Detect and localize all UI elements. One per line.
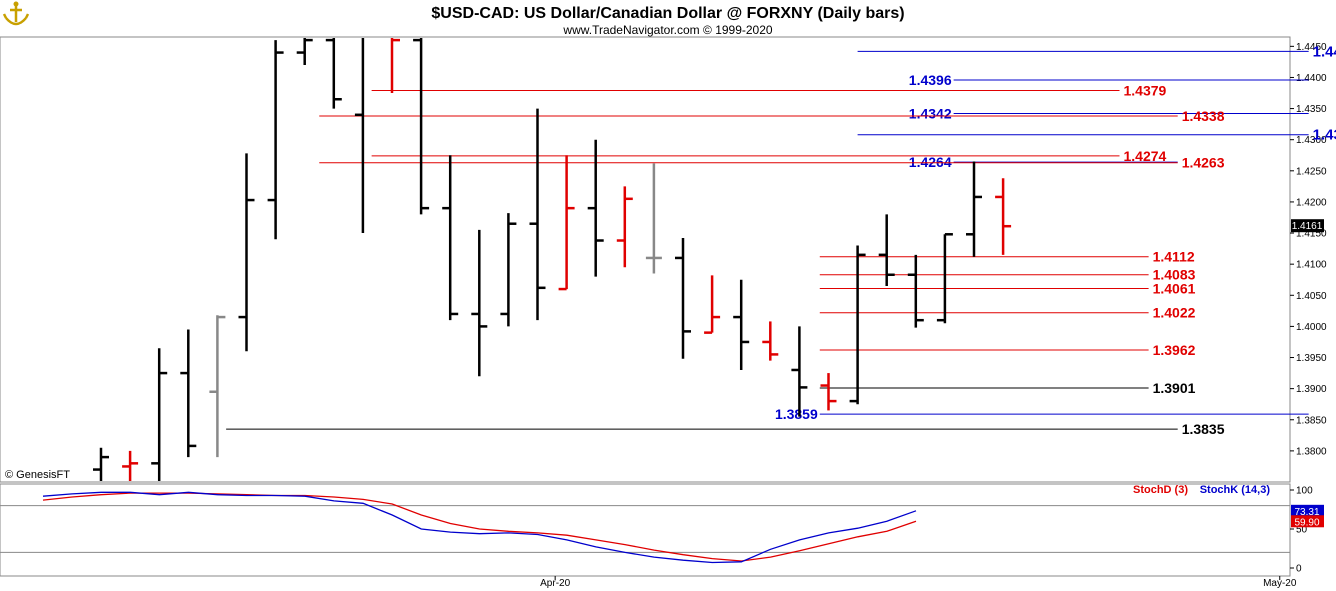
stoch-tick-label: 50: [1296, 525, 1308, 536]
price-tick-label: 1.4300: [1296, 135, 1327, 146]
level-label: 1.4338: [1182, 108, 1225, 124]
level-label: 1.4396: [909, 72, 952, 88]
anchor-ring: [13, 1, 19, 7]
stoch-panel-frame: [0, 483, 1291, 577]
price-tick-label: 1.4100: [1296, 260, 1327, 271]
last-price-box: 1.4161: [1291, 219, 1324, 233]
x-tick-label: Apr-20: [540, 578, 570, 589]
credit-label: © GenesisFT: [5, 469, 70, 481]
level-label: 1.3835: [1182, 421, 1225, 437]
bars-layer: [93, 38, 1012, 481]
level-label: 1.4274: [1124, 148, 1167, 164]
level-label: 1.4061: [1153, 280, 1196, 296]
chart-subtitle: www.TradeNavigator.com © 1999-2020: [562, 23, 772, 37]
levels-layer: 1.4442 1.4396 1.4379 1.4342 1.4338 1.4308 1.42…: [226, 43, 1336, 437]
level-label: 1.3859: [775, 406, 818, 422]
level-label: 1.4308: [1313, 127, 1336, 144]
price-tick-label: 1.4200: [1296, 197, 1327, 208]
price-tick-label: 1.3800: [1296, 446, 1327, 457]
last-price-bg: [1291, 219, 1324, 233]
stoch-tick-label: 0: [1296, 564, 1302, 575]
anchor-logo-icon: [2, 4, 30, 26]
level-label: 1.4442: [1313, 43, 1336, 60]
stochk-legend-label: StochK (14,3): [1200, 484, 1271, 496]
stochd-value-label: 59.90: [1294, 517, 1319, 528]
x-axis: Apr-20 May-20: [540, 576, 1297, 589]
level-label: 1.4379: [1124, 83, 1167, 99]
level-label: 1.4022: [1153, 305, 1196, 321]
price-panel: [0, 36, 1291, 483]
price-tick-label: 1.4000: [1296, 322, 1327, 333]
level-label: 1.4263: [1182, 155, 1225, 171]
price-tick-label: 1.4150: [1296, 229, 1327, 240]
level-label: 1.3901: [1153, 380, 1196, 396]
chart-title: $USD-CAD: US Dollar/Canadian Dollar @ FO…: [431, 5, 904, 22]
stochk-value-bg: [1291, 504, 1324, 517]
stoch-tick-label: 100: [1296, 486, 1313, 497]
price-tick-label: 1.3950: [1296, 353, 1327, 364]
price-tick-label: 1.4400: [1296, 73, 1327, 84]
price-tick-label: 1.4350: [1296, 104, 1327, 115]
stoch-axis: 100 50 0: [0, 486, 1313, 575]
stochk-line: [42, 491, 917, 564]
app-logo: [2, 1, 30, 26]
stochd-legend-label: StochD (3): [1133, 484, 1188, 496]
price-tick-label: 1.3900: [1296, 384, 1327, 395]
x-tick-label: May-20: [1263, 578, 1297, 589]
level-label: 1.4112: [1153, 249, 1195, 265]
last-price-label: 1.4161: [1292, 221, 1323, 232]
level-label: 1.4342: [909, 106, 952, 122]
stochd-line: [42, 492, 917, 562]
price-panel-frame: [0, 36, 1291, 483]
price-axis: 1.4450 1.4400 1.4350 1.4300 1.4250 1.4200 1.41…: [1290, 42, 1327, 457]
stochd-value-bg: [1291, 515, 1324, 528]
price-tick-label: 1.4250: [1296, 166, 1327, 177]
level-label: 1.4083: [1153, 267, 1196, 283]
level-label: 1.3962: [1153, 342, 1196, 358]
price-tick-label: 1.4450: [1296, 42, 1327, 53]
price-tick-label: 1.3850: [1296, 415, 1327, 426]
stoch-panel: [0, 483, 1291, 577]
price-tick-label: 1.4050: [1296, 291, 1327, 302]
stochk-value-label: 73.31: [1294, 507, 1319, 518]
stoch-legend: StochD (3) StochK (14,3): [1133, 484, 1270, 496]
level-label: 1.4264: [909, 154, 952, 170]
